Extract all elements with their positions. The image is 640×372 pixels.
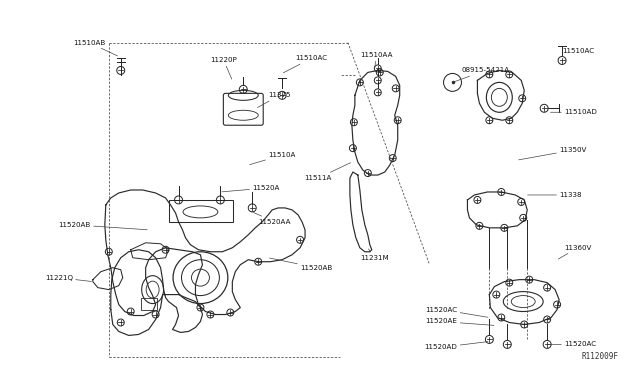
- Text: 11520A: 11520A: [221, 185, 280, 192]
- Text: 11510A: 11510A: [250, 152, 296, 165]
- Text: 11221Q: 11221Q: [45, 275, 92, 282]
- Text: 11510AC: 11510AC: [562, 48, 594, 57]
- Text: R112009F: R112009F: [582, 352, 619, 361]
- Text: 11520AE: 11520AE: [426, 318, 494, 326]
- Text: 11520AD: 11520AD: [424, 341, 488, 350]
- Text: 11360V: 11360V: [558, 245, 591, 259]
- Text: 11375: 11375: [257, 92, 291, 108]
- Text: 08915-5421A: 08915-5421A: [454, 67, 509, 82]
- Text: 11520AB: 11520AB: [59, 222, 147, 230]
- Text: 11510AA: 11510AA: [360, 52, 392, 67]
- Text: 11350V: 11350V: [518, 147, 586, 160]
- Text: 11511A: 11511A: [305, 163, 351, 181]
- Text: 11510AB: 11510AB: [73, 39, 118, 56]
- Text: 11338: 11338: [527, 192, 582, 198]
- Text: 11520AC: 11520AC: [426, 307, 488, 317]
- Text: 11510AD: 11510AD: [550, 109, 597, 115]
- Text: 11520AA: 11520AA: [253, 212, 291, 225]
- Text: 11220P: 11220P: [211, 57, 237, 79]
- Bar: [168, 200, 234, 222]
- Text: 11520AC: 11520AC: [548, 341, 596, 347]
- Bar: [141, 298, 157, 310]
- Text: 11231M: 11231M: [360, 249, 388, 261]
- Text: 11510AC: 11510AC: [284, 55, 327, 73]
- Text: 11520AB: 11520AB: [269, 258, 332, 271]
